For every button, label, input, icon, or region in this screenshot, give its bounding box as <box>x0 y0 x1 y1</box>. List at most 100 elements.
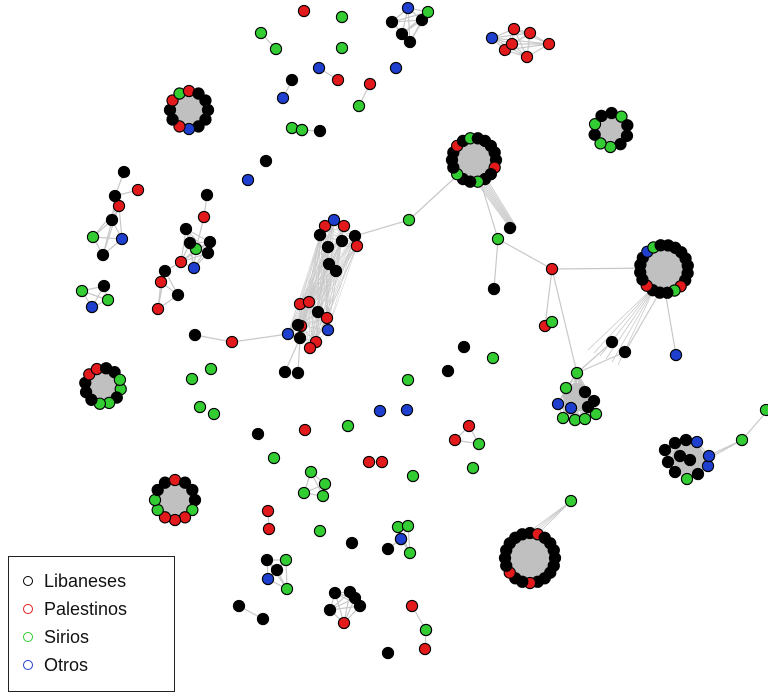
node <box>187 261 201 275</box>
node <box>403 546 417 560</box>
legend-marker-palestinos <box>23 604 33 614</box>
edge <box>354 219 410 237</box>
node <box>261 504 275 518</box>
edge <box>315 234 321 343</box>
edge <box>299 246 329 305</box>
node <box>418 642 432 656</box>
node <box>375 455 389 469</box>
node <box>702 449 716 463</box>
node <box>297 486 311 500</box>
node <box>345 536 359 550</box>
node <box>503 221 517 235</box>
node <box>551 397 565 411</box>
node <box>348 591 362 605</box>
node <box>394 532 408 546</box>
edge <box>287 235 356 335</box>
node <box>381 542 395 556</box>
node <box>232 599 246 613</box>
edge <box>536 500 572 536</box>
node <box>373 404 387 418</box>
node <box>487 282 501 296</box>
node <box>203 235 217 249</box>
node <box>735 433 749 447</box>
node <box>193 400 207 414</box>
edge <box>309 240 343 349</box>
node <box>466 461 480 475</box>
edge <box>497 238 553 270</box>
edge <box>287 317 328 335</box>
edge <box>315 240 343 343</box>
node <box>658 443 672 457</box>
node <box>389 61 403 75</box>
node <box>589 407 603 421</box>
node <box>186 503 199 517</box>
edge <box>491 37 550 45</box>
node <box>441 364 455 378</box>
legend-item-palestinos: Palestinos <box>23 595 174 623</box>
node <box>381 646 395 660</box>
node <box>337 219 351 233</box>
edge <box>284 337 301 373</box>
node <box>680 472 694 486</box>
edge <box>593 284 657 354</box>
edge <box>326 235 356 319</box>
cluster-fill <box>156 481 194 519</box>
node <box>97 279 111 293</box>
node <box>260 553 274 567</box>
node <box>401 373 415 387</box>
node <box>115 232 129 246</box>
edge <box>287 225 326 335</box>
node <box>335 10 349 24</box>
node <box>681 259 694 272</box>
edge <box>587 284 657 351</box>
node <box>96 248 110 262</box>
node <box>151 503 164 517</box>
node <box>204 362 218 376</box>
node <box>462 419 476 433</box>
node <box>225 335 239 349</box>
legend: Libaneses Palestinos Sirios Otros <box>8 556 175 692</box>
cluster-fill <box>453 139 495 181</box>
node <box>297 4 311 18</box>
node <box>472 437 486 451</box>
node <box>316 489 330 503</box>
node <box>668 465 682 479</box>
node <box>690 435 704 449</box>
cluster-fill <box>641 246 687 292</box>
node <box>556 411 570 425</box>
edge <box>92 205 120 238</box>
node <box>261 572 275 586</box>
node <box>262 522 276 536</box>
node <box>179 222 193 236</box>
node <box>331 73 345 87</box>
legend-marker-otros <box>23 660 33 670</box>
node <box>679 433 693 447</box>
node <box>321 323 335 337</box>
node <box>201 246 215 260</box>
node <box>158 511 172 524</box>
node <box>385 15 399 29</box>
node <box>335 41 349 55</box>
node <box>291 366 305 380</box>
node <box>328 586 342 600</box>
node <box>352 99 366 113</box>
node <box>298 423 312 437</box>
node <box>279 553 293 567</box>
node <box>293 331 307 345</box>
node <box>605 335 619 349</box>
edge <box>297 235 356 326</box>
node <box>570 366 584 380</box>
node <box>101 293 115 307</box>
node <box>188 493 202 507</box>
node <box>568 413 582 427</box>
node <box>313 524 327 538</box>
node <box>588 128 601 141</box>
node <box>759 403 768 417</box>
node <box>105 213 119 227</box>
legend-item-libaneses: Libaneses <box>23 567 174 595</box>
edge <box>299 303 317 343</box>
node <box>578 385 592 399</box>
node <box>199 94 212 107</box>
node <box>185 372 199 386</box>
edge <box>544 268 553 327</box>
